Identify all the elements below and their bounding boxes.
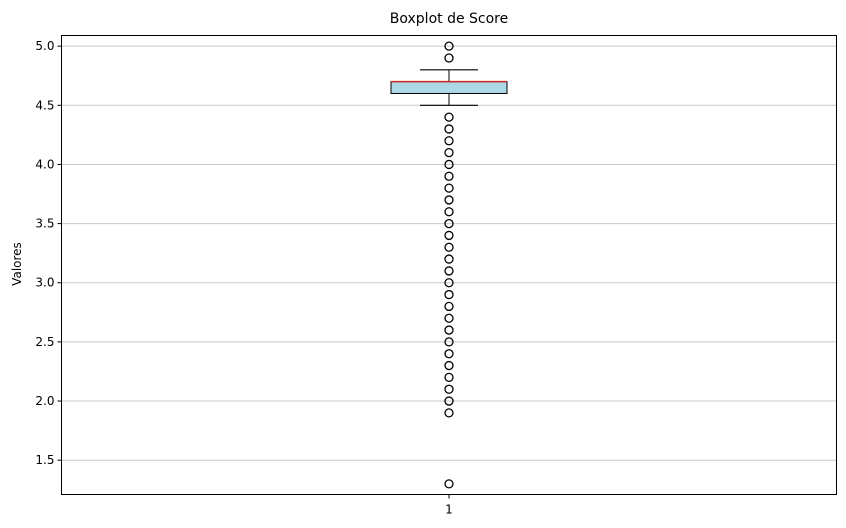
box-iqr (390, 81, 508, 94)
y-tick-label: 1.5 (35, 453, 54, 467)
outlier-point (444, 53, 454, 63)
y-tick-label: 4.5 (35, 98, 54, 112)
y-tick-label: 2.5 (35, 335, 54, 349)
outlier-point (444, 266, 454, 276)
outlier-point (444, 195, 454, 205)
outlier-point (444, 124, 454, 134)
outlier-point (444, 360, 454, 371)
outlier-point (444, 254, 454, 264)
outliers-group (444, 41, 454, 489)
y-tick-label: 3.5 (35, 217, 54, 231)
outlier-point (444, 408, 454, 418)
outlier-point (444, 112, 454, 122)
outlier-point (444, 183, 454, 193)
outlier-point (444, 230, 454, 241)
plot-frame (61, 35, 837, 495)
outlier-point (444, 147, 454, 158)
x-axis-ticks: 1 (445, 494, 453, 517)
x-tick-label: 1 (445, 503, 453, 517)
outlier-point (444, 313, 454, 323)
y-tick-label: 5.0 (35, 39, 54, 53)
outlier-point (444, 479, 454, 489)
box-group (390, 69, 508, 106)
outlier-point (444, 337, 454, 347)
outlier-point (444, 301, 454, 312)
grid-lines (61, 45, 837, 461)
outlier-point (444, 278, 454, 288)
outlier-point (444, 396, 454, 406)
y-axis-ticks: 1.5 2.0 2.5 3.0 3.5 4.0 4.5 5.0 (35, 39, 62, 467)
outlier-point (444, 207, 454, 217)
outlier-point (444, 384, 454, 394)
outlier-point (444, 218, 454, 229)
y-tick-label: 2.0 (35, 394, 54, 408)
outlier-point (444, 242, 454, 252)
outlier-point (444, 136, 454, 146)
outlier-point (444, 289, 454, 300)
outlier-point (444, 349, 454, 359)
chart-title: Boxplot de Score (390, 11, 508, 27)
y-axis-label: Valores (10, 242, 24, 286)
outlier-point (444, 171, 454, 181)
outlier-point (444, 325, 454, 335)
outlier-point (444, 372, 454, 383)
y-tick-label: 4.0 (35, 157, 54, 171)
outlier-point (444, 159, 454, 170)
outlier-point (444, 41, 454, 51)
y-tick-label: 3.0 (35, 276, 54, 290)
